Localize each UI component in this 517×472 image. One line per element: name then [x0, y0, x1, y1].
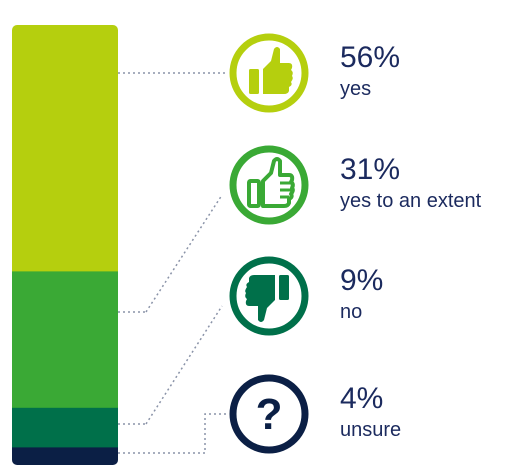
connector-lines	[118, 72, 227, 454]
connector-no	[145, 305, 223, 425]
bar-segment-yes	[12, 25, 118, 272]
value-label: 4%	[340, 382, 383, 415]
thumbs-down-filled-icon	[245, 275, 289, 322]
bar-segment-unsure	[12, 447, 118, 465]
question-mark-icon: ?	[256, 390, 283, 439]
connector-unsure	[118, 413, 227, 454]
value-label: 56%	[340, 41, 400, 74]
category-label: no	[340, 301, 362, 323]
legend-item-yes-to-an-extent: 31% yes to an extent	[229, 145, 482, 225]
category-label: yes to an extent	[340, 190, 482, 212]
value-label: 9%	[340, 264, 383, 297]
thumbs-up-filled-icon	[249, 47, 293, 94]
category-label: unsure	[340, 419, 401, 441]
legend-item-no: 9% no	[229, 256, 383, 336]
value-label: 31%	[340, 153, 400, 186]
legend-item-unsure: ? 4% unsure	[229, 374, 401, 454]
bar-stack	[12, 25, 118, 465]
legend-items: 56% yes 31% yes to an extent 9% no? 4% unsure	[229, 33, 482, 454]
thumbs-up-outline-icon	[247, 157, 295, 208]
connector-yes-to-an-extent	[145, 194, 223, 313]
bar-segment-no	[12, 407, 118, 448]
bar-segment-yes-to-an-extent	[12, 271, 118, 409]
legend-item-yes: 56% yes	[229, 33, 400, 113]
svg-text:?: ?	[256, 390, 283, 439]
category-label: yes	[340, 78, 371, 100]
legend-circle	[229, 374, 309, 454]
